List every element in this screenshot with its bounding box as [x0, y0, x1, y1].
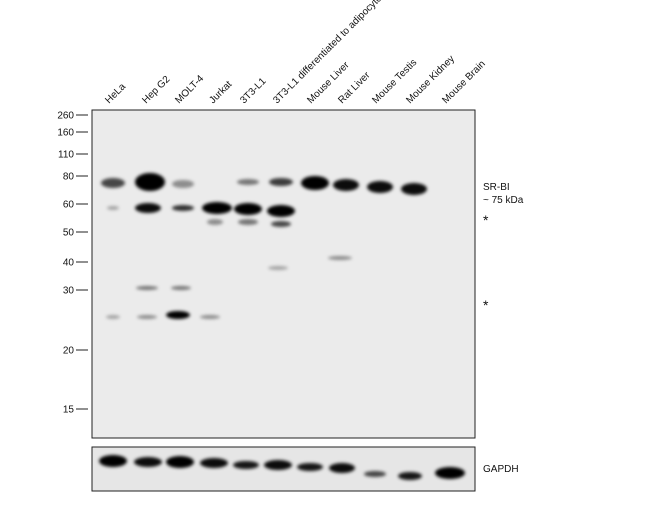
mw-marker-label: 260: [57, 111, 74, 122]
band: [172, 180, 194, 188]
mw-marker-label: 60: [63, 200, 75, 211]
band: [328, 256, 352, 260]
asterisk: *: [483, 297, 489, 313]
band: [172, 205, 194, 211]
band: [233, 461, 259, 469]
target-label: SR-BI: [483, 182, 510, 193]
mw-marker-label: 40: [63, 258, 75, 269]
mw-marker-label: 30: [63, 286, 75, 297]
band: [301, 176, 329, 190]
band: [135, 173, 165, 191]
mw-marker-label: 20: [63, 346, 75, 357]
band: [207, 219, 223, 225]
band: [171, 286, 191, 290]
band: [401, 183, 427, 195]
band: [200, 315, 220, 319]
lane-label: HeLa: [103, 81, 128, 106]
band: [136, 286, 158, 290]
band: [271, 221, 291, 227]
band: [166, 311, 190, 319]
band: [267, 205, 295, 217]
loading-control-label: GAPDH: [483, 464, 519, 475]
band: [99, 455, 127, 467]
asterisk: *: [483, 212, 489, 228]
lane-label: 3T3-L1 differentiated to adipocytes: [271, 0, 388, 106]
band: [268, 266, 288, 270]
band: [435, 467, 465, 479]
band: [238, 219, 258, 225]
band: [200, 458, 228, 468]
band: [134, 457, 162, 467]
band: [107, 206, 119, 210]
band: [106, 315, 120, 319]
band: [202, 202, 232, 214]
mw-marker-label: 80: [63, 172, 75, 183]
band: [137, 315, 157, 319]
band: [166, 456, 194, 468]
lane-label: Jurkat: [207, 79, 234, 106]
mw-marker-label: 15: [63, 405, 75, 416]
band: [398, 472, 422, 480]
band: [367, 181, 393, 193]
band: [101, 178, 125, 188]
band: [237, 179, 259, 185]
mw-marker-label: 110: [58, 150, 74, 161]
band: [297, 463, 323, 471]
band: [329, 463, 355, 473]
lane-label: MOLT-4: [173, 73, 206, 106]
band: [264, 460, 292, 470]
bands: [99, 173, 465, 480]
band: [234, 203, 262, 215]
band: [135, 203, 161, 213]
blot-panel: [91, 109, 476, 439]
mw-marker-label: 50: [63, 228, 75, 239]
band: [333, 179, 359, 191]
mw-marker-label: 160: [57, 128, 74, 139]
lane-label: Hep G2: [140, 74, 172, 106]
band: [269, 178, 293, 186]
size-label: ~ 75 kDa: [483, 195, 524, 206]
band: [364, 471, 386, 477]
lane-label: 3T3-L1: [238, 76, 268, 106]
